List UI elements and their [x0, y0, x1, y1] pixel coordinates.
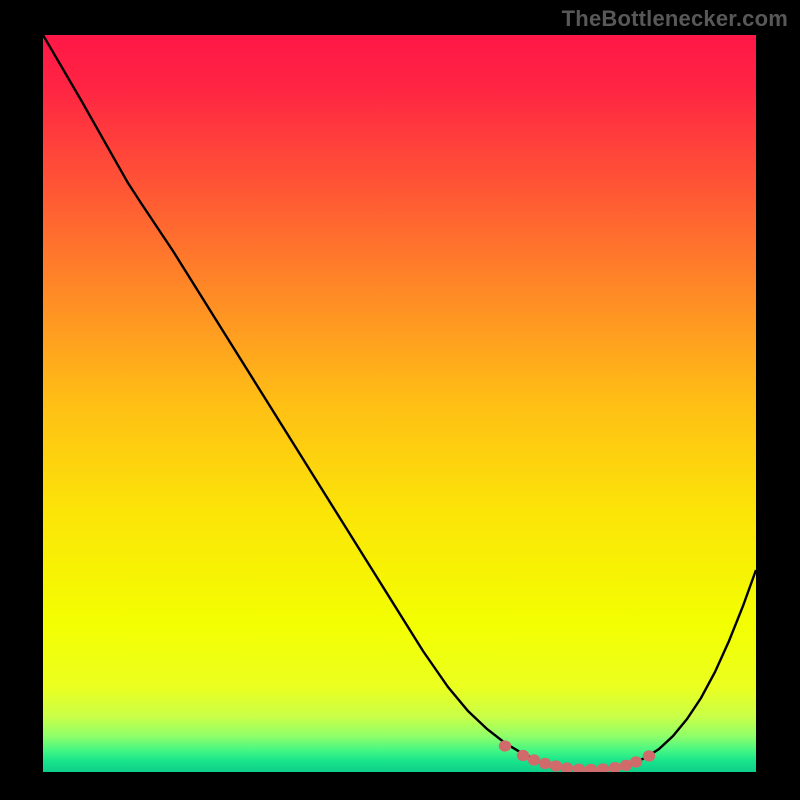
plot-svg: [43, 35, 756, 772]
plot-background: [43, 35, 756, 772]
marker-dot: [539, 758, 551, 769]
watermark-text: TheBottlenecker.com: [562, 6, 788, 32]
plot-area: [43, 35, 756, 772]
marker-dot: [550, 760, 562, 771]
marker-dot: [517, 750, 529, 761]
marker-dot: [630, 756, 642, 767]
marker-dot: [499, 740, 511, 751]
marker-dot: [643, 750, 655, 761]
marker-dot: [528, 754, 540, 765]
chart-canvas: TheBottlenecker.com: [0, 0, 800, 800]
